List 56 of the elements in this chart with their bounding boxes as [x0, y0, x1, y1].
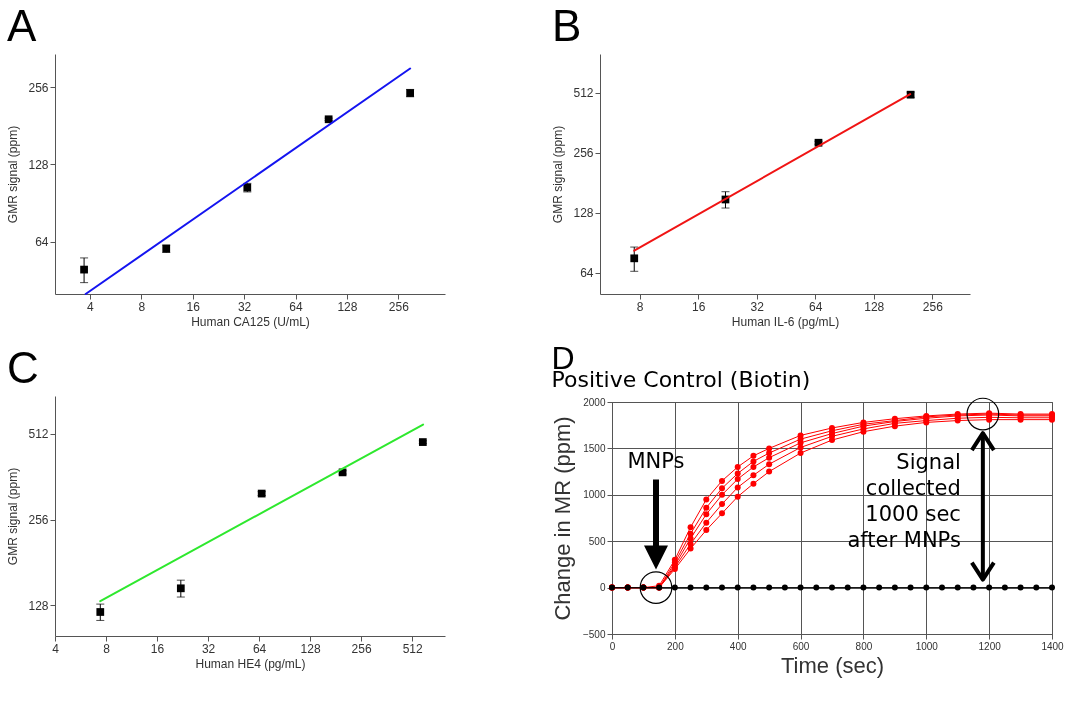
- x-tick-label: 128: [337, 299, 358, 314]
- y-tick-label: 256: [28, 80, 49, 95]
- x-axis-title: Time (sec): [780, 652, 885, 678]
- x-tick-label: 4: [52, 641, 60, 656]
- x-tick-label: 400: [729, 640, 747, 652]
- x-tick-label: 8: [138, 299, 146, 314]
- x-tick-label: 4: [87, 299, 95, 314]
- x-tick-label: 512: [402, 641, 423, 656]
- x-axis-title: Human HE4 (pg/mL): [195, 656, 306, 671]
- y-tick-label: 256: [573, 146, 594, 161]
- x-tick-label: 16: [150, 641, 165, 656]
- y-tick-label: 2000: [583, 396, 606, 408]
- y-tick-label: −500: [582, 628, 606, 640]
- x-tick-label: 8: [103, 641, 111, 656]
- x-tick-label: 256: [922, 299, 944, 314]
- y-tick-label: 128: [573, 206, 594, 221]
- x-axis-title: Human IL-6 (pg/mL): [731, 314, 840, 329]
- x-tick-label: 128: [864, 299, 885, 314]
- chart-title: A: [6, 1, 37, 50]
- x-tick-label: 16: [186, 299, 201, 314]
- chart-title: B: [551, 1, 582, 50]
- y-tick-label: 64: [580, 266, 594, 281]
- y-tick-label: 64: [35, 235, 49, 250]
- y-tick-label: 500: [588, 535, 606, 547]
- x-tick-label: 1200: [978, 640, 1002, 652]
- x-tick-label: 8: [636, 299, 644, 314]
- x-tick-label: 256: [388, 299, 410, 314]
- y-axis-title: GMR signal (ppm): [551, 125, 566, 224]
- x-tick-label: 64: [809, 299, 823, 314]
- y-tick-label: 512: [28, 427, 49, 442]
- x-tick-label: 128: [300, 641, 321, 656]
- y-tick-label: 1000: [583, 489, 606, 501]
- x-tick-label: 1400: [1041, 640, 1065, 652]
- y-tick-label: 512: [573, 86, 594, 101]
- x-tick-label: 1000: [915, 640, 939, 652]
- y-tick-label: 128: [28, 157, 49, 172]
- x-tick-label: 64: [252, 641, 267, 656]
- x-tick-label: 32: [237, 299, 252, 314]
- y-axis-title: Change in MR (ppm): [549, 416, 575, 621]
- x-axis-title: Human CA125 (U/mL): [191, 314, 310, 329]
- y-tick-label: 256: [28, 513, 49, 528]
- x-tick-label: 200: [667, 640, 685, 652]
- y-tick-label: 1500: [583, 442, 606, 454]
- x-tick-label: 32: [201, 641, 216, 656]
- x-tick-label: 64: [289, 299, 304, 314]
- x-tick-label: 16: [692, 299, 706, 314]
- x-tick-label: 256: [351, 641, 372, 656]
- y-axis-title: GMR signal (ppm): [6, 125, 21, 224]
- chart-title: C: [6, 343, 39, 392]
- x-tick-label: 800: [855, 640, 873, 652]
- x-tick-label: 600: [792, 640, 810, 652]
- y-axis-title: GMR signal (ppm): [6, 467, 21, 566]
- y-tick-label: 128: [28, 598, 49, 613]
- x-tick-label: 0: [609, 640, 616, 652]
- x-tick-label: 32: [750, 299, 765, 314]
- y-tick-label: 0: [599, 582, 606, 594]
